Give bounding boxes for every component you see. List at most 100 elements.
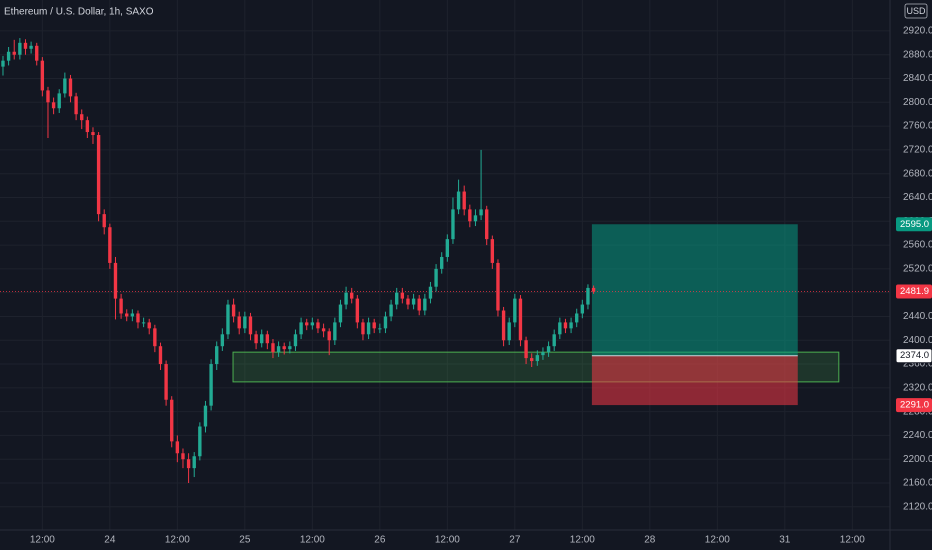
candle-body	[271, 343, 275, 353]
candle-body	[310, 322, 315, 326]
candle-body	[518, 298, 523, 341]
candle-body	[479, 209, 483, 216]
candle-body	[136, 313, 140, 323]
y-tick-label: 2200.0	[903, 454, 932, 465]
candle-body	[282, 346, 286, 350]
candle-body	[46, 90, 50, 103]
candle-body	[96, 135, 101, 215]
currency[interactable]: USD	[906, 6, 926, 16]
candle-body	[299, 322, 303, 335]
candle-body	[535, 355, 540, 362]
last-price-label: 2481.9	[900, 286, 929, 297]
x-tick-label: 12:00	[165, 535, 190, 546]
y-tick-label: 2640.0	[903, 192, 932, 203]
candle-body	[468, 209, 472, 222]
candle-body	[175, 441, 180, 454]
y-tick-label: 2400.0	[903, 335, 932, 346]
candle-body	[91, 132, 95, 136]
candle-body	[276, 346, 281, 353]
x-tick-label: 24	[104, 535, 116, 546]
candle-body	[501, 310, 506, 341]
candle-body	[333, 322, 337, 341]
candle-body	[575, 313, 579, 323]
candle-body	[186, 459, 191, 469]
y-tick-label: 2120.0	[903, 501, 932, 512]
candle-body	[260, 334, 264, 344]
candle-body	[243, 316, 247, 329]
candle-body	[305, 322, 309, 326]
x-tick-label: 12:00	[705, 535, 730, 546]
candles	[1, 38, 596, 484]
candle-body	[513, 298, 517, 323]
candle-body	[108, 227, 112, 263]
candle-body	[372, 322, 376, 329]
candle-body	[231, 304, 236, 317]
candle-body	[164, 364, 168, 400]
candle-body	[530, 358, 534, 362]
candle-body	[395, 292, 399, 305]
candle-body	[366, 322, 371, 335]
currency-box[interactable]	[904, 3, 928, 19]
candle-body	[29, 45, 33, 49]
candle-body	[293, 334, 298, 347]
stop-tag	[896, 398, 932, 413]
target-label: 2595.0	[900, 219, 929, 230]
y-tick-label: 2840.0	[903, 73, 932, 84]
stop-area	[591, 355, 798, 406]
candle-body	[40, 60, 45, 91]
candle-body	[288, 346, 292, 350]
candle-body	[389, 304, 393, 317]
candle-body	[344, 292, 348, 305]
candle-body	[378, 328, 382, 330]
chart-title: Ethereum / U.S. Dollar, 1h, SAXO	[4, 7, 154, 18]
candle-body	[68, 78, 73, 97]
candle-body	[406, 298, 410, 305]
candle-body	[383, 316, 388, 329]
x-tick-label: 12:00	[30, 535, 55, 546]
last-price-tag	[896, 284, 932, 299]
candle-body	[192, 456, 196, 469]
candle-body	[85, 120, 90, 133]
x-tick-label: 12:00	[840, 535, 865, 546]
candle-body	[198, 426, 202, 457]
candle-body	[485, 209, 489, 240]
candle-body	[569, 322, 573, 329]
candle-body	[220, 334, 225, 347]
candle-body	[51, 102, 56, 109]
candle-body	[350, 292, 354, 299]
candle-body	[434, 268, 438, 287]
candle-body	[125, 313, 129, 317]
target-tag	[896, 217, 932, 232]
candle-body	[428, 286, 433, 299]
candle-body	[316, 322, 320, 329]
y-tick-label: 2240.0	[903, 430, 932, 441]
candle-body	[226, 304, 230, 335]
candle-body	[321, 328, 326, 332]
y-tick-label: 2680.0	[903, 168, 932, 179]
candle-body	[209, 364, 213, 406]
candle-body	[473, 215, 478, 222]
candle-body	[552, 334, 556, 347]
y-tick-label: 2320.0	[903, 382, 932, 393]
candle-body	[440, 256, 444, 269]
candle-body	[490, 239, 495, 263]
candle-body	[558, 322, 562, 335]
candle-body	[6, 51, 11, 61]
candle-body	[254, 334, 258, 344]
candle-body	[63, 78, 67, 94]
y-tick-label: 2360.0	[903, 359, 932, 370]
y-tick-label: 2920.0	[903, 26, 932, 37]
candle-body	[147, 322, 151, 329]
x-tick-label: 12:00	[570, 535, 595, 546]
candle-body	[35, 45, 39, 61]
candle-body	[18, 42, 22, 55]
candle-body	[1, 60, 5, 67]
candle-body	[248, 316, 253, 335]
candle-body	[80, 114, 84, 121]
candle-body	[265, 334, 270, 344]
candle-body	[563, 322, 568, 329]
candle-body	[580, 304, 585, 314]
x-tick-label: 26	[374, 535, 386, 546]
stop-label: 2291.0	[900, 400, 929, 411]
